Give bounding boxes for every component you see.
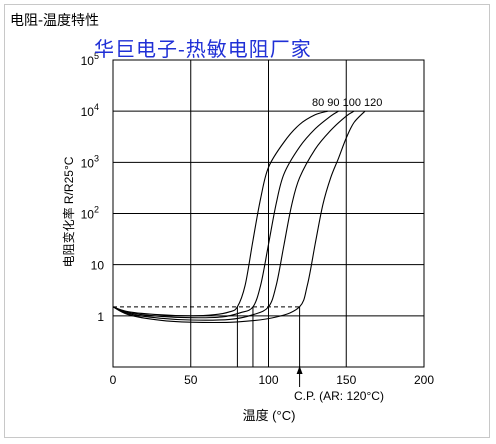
curve-90 (112, 110, 339, 319)
x-tick-label: 0 (110, 373, 117, 387)
x-tick-label: 150 (336, 373, 356, 387)
y-tick-label: 104 (81, 102, 99, 119)
x-tick-label: 100 (258, 373, 278, 387)
y-tick-label: 103 (81, 153, 99, 170)
series-labels: 80 90 100 120 (312, 97, 382, 109)
x-tick-label: 50 (184, 373, 198, 387)
y-tick-label: 105 (81, 51, 99, 68)
chart-frame (4, 4, 490, 438)
y-axis-label: 电阻变化率 R/R25°C (61, 156, 76, 267)
x-axis-label: 温度 (°C) (243, 408, 296, 423)
cp-annotation: C.P. (AR: 120°C) (294, 389, 384, 403)
curve-80 (112, 110, 328, 317)
curve-120 (112, 110, 366, 324)
y-tick-label: 102 (81, 205, 99, 222)
page-title: 电阻-温度特性 (10, 13, 100, 29)
y-tick-label: 10 (91, 259, 105, 273)
watermark-text: 华巨电子-热敏电阻厂家 (94, 37, 312, 61)
y-tick-label: 1 (97, 310, 104, 324)
cp-arrow-head (296, 366, 303, 374)
x-tick-label: 200 (414, 373, 434, 387)
curve-100 (112, 110, 355, 321)
